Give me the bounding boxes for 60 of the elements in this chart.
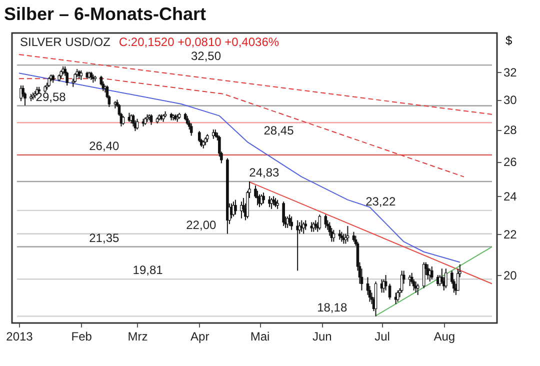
x-tick-label: Mai bbox=[250, 330, 270, 344]
candlestick bbox=[324, 214, 328, 228]
candlestick bbox=[234, 199, 237, 216]
candlestick bbox=[290, 216, 293, 230]
x-tick-label: Aug bbox=[434, 330, 456, 344]
candlestick bbox=[304, 220, 308, 230]
ref-line-label: 21,35 bbox=[89, 230, 120, 245]
x-tick-label: 2013 bbox=[6, 330, 34, 344]
x-tick-label: Jun bbox=[312, 330, 332, 344]
ref-line-label: 18,18 bbox=[317, 300, 348, 314]
y-tick-label: 30 bbox=[504, 93, 518, 108]
line-series bbox=[18, 72, 460, 263]
ref-line-label: 32,50 bbox=[190, 49, 222, 64]
x-tick-label: Feb bbox=[71, 330, 92, 344]
candlestick bbox=[190, 122, 193, 136]
candlestick bbox=[318, 214, 322, 230]
candlestick bbox=[48, 76, 50, 88]
candlestick bbox=[332, 229, 336, 242]
x-tick-label: Mrz bbox=[128, 330, 148, 344]
candlestick bbox=[262, 192, 265, 204]
y-tick-label: 24 bbox=[504, 190, 518, 204]
x-tick-label: Apr bbox=[190, 330, 210, 344]
x-tick-label: Jul bbox=[374, 330, 390, 344]
annotation: C:20,1520 +0,0810 +0,4036% bbox=[118, 35, 280, 49]
candlestick bbox=[198, 130, 201, 143]
candlestick bbox=[270, 197, 273, 210]
candlestick bbox=[314, 220, 318, 230]
y-tick-label: 22 bbox=[504, 227, 518, 242]
y-tick-label: 32 bbox=[504, 65, 518, 80]
candlestick bbox=[388, 283, 392, 300]
ref-line-label: 26,40 bbox=[89, 138, 120, 153]
candlestick bbox=[396, 290, 400, 302]
candlestick bbox=[312, 222, 316, 232]
y-axis-title: $ bbox=[506, 34, 512, 48]
candlestick bbox=[260, 194, 263, 206]
candlestick bbox=[430, 266, 434, 280]
y-tick-label: 26 bbox=[504, 155, 518, 170]
chart-title: Silber – 6-Monats-Chart bbox=[4, 4, 206, 24]
ref-line-label: 28,45 bbox=[264, 124, 294, 138]
chart-subtitle: SILVER USD/OZ bbox=[20, 35, 110, 49]
candlestick bbox=[444, 268, 448, 289]
candlestick bbox=[416, 283, 420, 296]
ref-line-label: 23,22 bbox=[366, 194, 396, 208]
candlestick bbox=[456, 268, 460, 291]
candlestick bbox=[346, 226, 350, 242]
candlestick bbox=[282, 201, 285, 227]
candlestick bbox=[272, 196, 275, 206]
candlestick bbox=[136, 118, 139, 130]
candlestick bbox=[288, 214, 291, 227]
candlestick bbox=[186, 115, 189, 126]
y-tick-label: 28 bbox=[504, 123, 518, 138]
ref-line-label: 29,58 bbox=[36, 90, 66, 104]
ref-line-label: 22,00 bbox=[186, 218, 216, 232]
y-tick-label: 20 bbox=[504, 268, 518, 283]
ref-line-label: 24,83 bbox=[249, 165, 280, 180]
candlestick bbox=[74, 72, 77, 84]
ref-line-label: 19,81 bbox=[132, 263, 164, 278]
candlestick bbox=[422, 262, 426, 289]
candlestick bbox=[302, 222, 306, 234]
candlestick bbox=[276, 199, 279, 210]
